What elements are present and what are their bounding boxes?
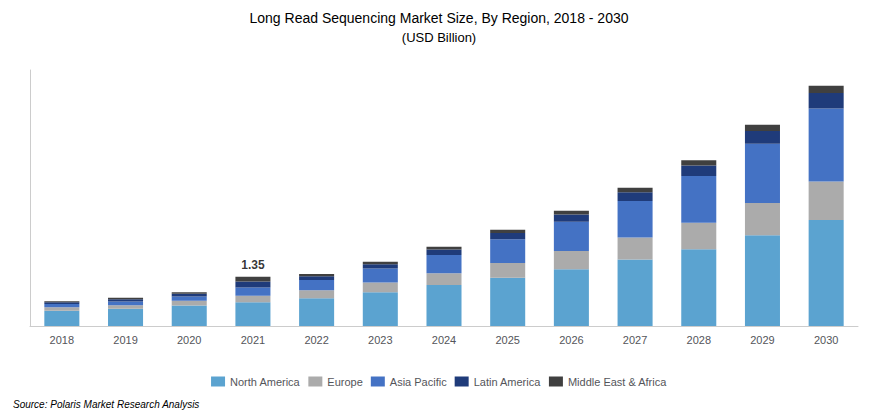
svg-text:2028: 2028 [687,334,711,346]
svg-text:Latin America: Latin America [474,376,542,388]
svg-text:2023: 2023 [368,334,392,346]
svg-text:2027: 2027 [623,334,647,346]
svg-text:2021: 2021 [241,334,265,346]
svg-text:Middle East & Africa: Middle East & Africa [568,376,667,388]
svg-text:2022: 2022 [304,334,328,346]
svg-text:2030: 2030 [814,334,838,346]
svg-text:2024: 2024 [432,334,456,346]
svg-text:1.35: 1.35 [241,258,265,272]
svg-text:2025: 2025 [495,334,519,346]
svg-text:(USD Billion): (USD Billion) [402,30,476,45]
svg-text:North America: North America [230,376,301,388]
svg-text:2020: 2020 [177,334,201,346]
svg-text:2029: 2029 [750,334,774,346]
svg-text:Source: Polaris Market Researc: Source: Polaris Market Research Analysis [13,399,199,410]
svg-text:Asia Pacific: Asia Pacific [390,376,447,388]
svg-text:Long Read Sequencing Market Si: Long Read Sequencing Market Size, By Reg… [249,10,628,26]
svg-text:2018: 2018 [50,334,74,346]
svg-text:Europe: Europe [327,376,362,388]
svg-text:2019: 2019 [113,334,137,346]
svg-text:2026: 2026 [559,334,583,346]
